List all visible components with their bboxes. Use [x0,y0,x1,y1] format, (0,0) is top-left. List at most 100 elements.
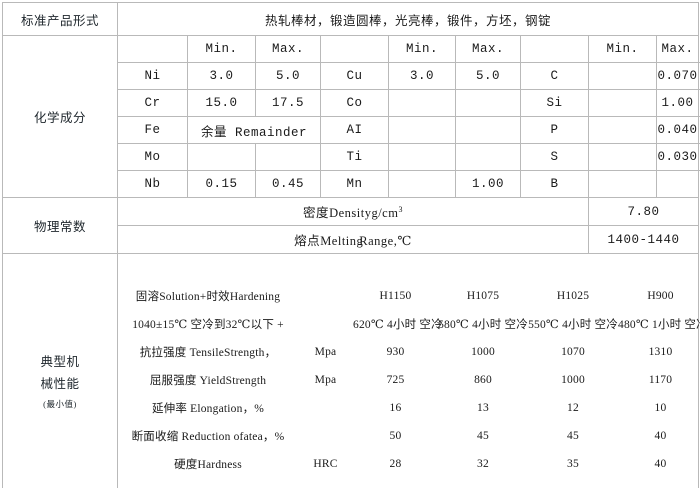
chem-c-min [588,62,657,90]
hardness-h1150: 28 [389,458,402,470]
physical-melting-name-cn: 熔点 [294,234,321,248]
tensile-strength-h900: 1310 [648,346,673,358]
tensile-strength-h1025: 1070 [561,346,585,358]
hardness-h900: 40 [654,458,667,470]
hardness-h1075: 32 [477,458,489,470]
reduction-of-area-h1150: 50 [389,430,402,442]
chem-element-co: Co [320,89,389,117]
chem-header-col-6 [520,35,589,63]
elongation-label: 延伸率 Elongation，% [151,403,265,415]
mechanical-condition-header-row: 固溶Solution+时效Hardening H1150 H1075 H1025… [118,282,700,310]
physical-density-unit: g/cm [371,206,399,220]
elongation-h1025: 12 [567,402,579,414]
physical-melting-unit: ,℃ [393,234,412,248]
mechanical-row-hardness: 硬度Hardness HRC 28 32 35 40 [118,450,700,478]
chem-al-min [388,116,456,144]
tensile-strength-label: 抗拉强度 TensileStrength， [139,347,277,359]
chem-s-max: 0.030 [656,143,699,171]
chem-b-max [656,170,699,198]
chem-cr-min: 15.0 [187,89,256,117]
chem-co-min [388,89,456,117]
condition-detail-label: 1040±15℃ 空冷到32℃以下 + [132,319,284,331]
reduction-of-area-unit [298,422,353,450]
chem-si-max: 1.00 [656,89,699,117]
chem-co-max [455,89,521,117]
chem-header-col-2: Max. [255,35,321,63]
hardness-label: 硬度Hardness [174,459,242,471]
chem-element-fe: Fe [117,116,188,144]
chem-fe-remainder: 余量 Remainder [187,116,321,144]
mechanical-row: 典型机 械性能 (最小值) [2,253,700,488]
chem-nb-min: 0.15 [187,170,256,198]
reduction-of-area-h1025: 45 [567,430,579,442]
chem-header-col-3 [320,35,389,63]
tensile-strength-h1150: 930 [386,346,405,358]
chem-element-c: C [520,62,589,90]
yield-strength-label: 屈服强度 YieldStrength [149,375,267,387]
mechanical-row-elongation: 延伸率 Elongation，% 16 13 12 10 [118,394,700,422]
chemistry-row-nb: Nb 0.15 0.45 Mn 1.00 B [3,170,699,198]
chem-p-max: 0.040 [656,116,699,144]
chemistry-row-cr: Cr 15.0 17.5 Co Si 1.00 [3,89,699,117]
physical-density-value: 7.80 [588,197,699,226]
hardness-unit: HRC [313,458,338,470]
spacer-cell-bottom [118,478,700,488]
chem-nb-max: 0.45 [255,170,321,198]
chem-element-cr: Cr [117,89,188,117]
condition-detail-h1150: 620℃ 4小时 空冷 [353,319,443,331]
hardness-h1025: 35 [567,458,579,470]
chem-mo-min [187,143,256,171]
physical-melting-name-en2: Range [359,234,394,248]
physical-density-label: 密度Densityg/cm3 [117,197,589,226]
physical-density-unit-exponent: 3 [398,204,403,214]
chem-header-col-1: Min. [187,35,256,63]
chem-element-cu: Cu [320,62,389,90]
mechanical-label-line2: 械性能 [40,377,80,391]
physical-row-density: 物理常数 密度Densityg/cm3 7.80 [2,197,699,254]
mechanical-row-tensile-strength: 抗拉强度 TensileStrength， Mpa 930 1000 1070 … [118,338,700,366]
condition-detail-h900: 480℃ 1小时 空冷 [618,319,700,331]
elongation-h900: 10 [654,402,667,414]
chem-si-min [588,89,657,117]
chem-ni-min: 3.0 [187,62,256,90]
standard-product-label: 标准产品形式 [2,2,118,36]
physical-density-name-en: Density [329,206,372,220]
elongation-h1075: 13 [477,402,489,414]
mechanical-row-reduction-of-area: 断面收缩 Reduction ofatea，% 50 45 45 40 [118,422,700,450]
chem-element-ti: Ti [320,143,389,171]
condition-header-h1075: H1075 [466,290,500,302]
chem-p-min [588,116,657,144]
spacer-cell [118,254,700,282]
mechanical-row-yield-strength: 屈服强度 YieldStrength Mpa 725 860 1000 1170 [118,366,700,394]
chem-header-col-7: Min. [588,35,657,63]
elongation-unit [298,394,353,422]
chem-mn-max: 1.00 [455,170,521,198]
reduction-of-area-h900: 40 [654,430,667,442]
chem-header-col-4: Min. [388,35,456,63]
mechanical-bottom-spacer [118,478,700,488]
condition-detail-h1075: 580℃ 4小时 空冷 [438,319,528,331]
chem-ni-max: 5.0 [255,62,321,90]
chemistry-row-fe: Fe 余量 Remainder AI P 0.040 [3,116,699,144]
chem-element-s: S [520,143,589,171]
condition-header-unit [298,282,353,310]
chem-ti-max [455,143,521,171]
physical-label: 物理常数 [2,197,118,254]
chem-header-col-0 [117,35,188,63]
physical-melting-name-en: Melting [320,234,364,248]
reduction-of-area-h1075: 45 [477,430,489,442]
standard-product-value: 热轧棒材，锻造圆棒，光亮棒，锻件，方坯，钢锭 [117,2,699,36]
chem-header-col-5: Max. [455,35,521,63]
chem-element-mo: Mo [117,143,188,171]
chem-al-max [455,116,521,144]
chem-mo-max [255,143,321,171]
chemistry-row-ni: Ni 3.0 5.0 Cu 3.0 5.0 C 0.070 [3,62,699,90]
tensile-strength-h1075: 1000 [471,346,495,358]
chem-mn-min [388,170,456,198]
standard-product-row: 标准产品形式 热轧棒材，锻造圆棒，光亮棒，锻件，方坯，钢锭 [2,2,699,36]
chem-element-ni: Ni [117,62,188,90]
condition-detail-unit [298,310,353,338]
chem-element-b: B [520,170,589,198]
chem-ti-min [388,143,456,171]
